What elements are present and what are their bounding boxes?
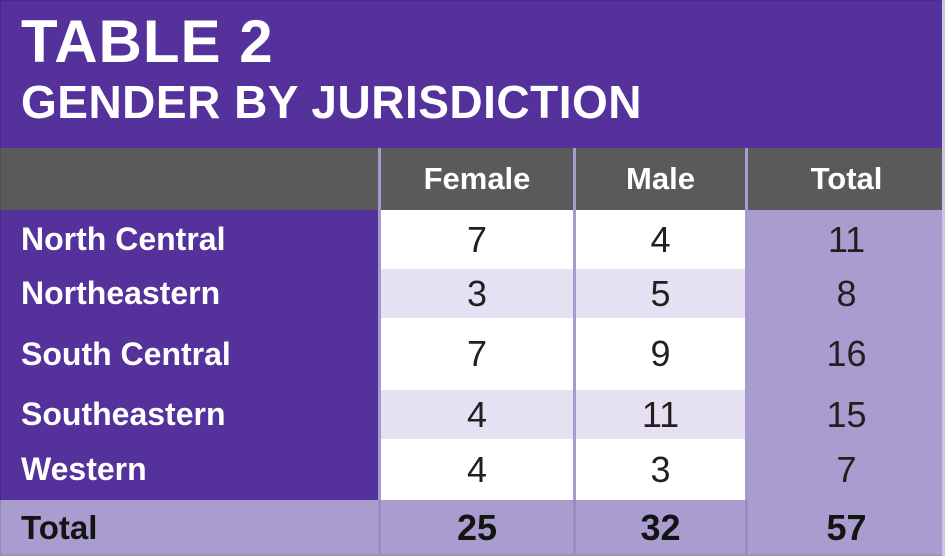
cell-northeastern-male: 5: [573, 269, 745, 318]
figure-title: TABLE 2: [21, 8, 274, 75]
footer-label-total: Total: [0, 500, 378, 556]
corner-header-cell: [0, 148, 378, 210]
cell-north-central-female: 7: [378, 210, 573, 269]
footer-total-female: 25: [378, 500, 573, 556]
cell-southeastern-male: 11: [573, 390, 745, 439]
cell-north-central-total: 11: [745, 210, 945, 269]
row-label-northeastern: Northeastern: [0, 269, 378, 318]
figure-subtitle: GENDER BY JURISDICTION: [21, 76, 643, 128]
col-header-female: Female: [378, 148, 573, 210]
cell-south-central-female: 7: [378, 318, 573, 390]
cell-north-central-male: 4: [573, 210, 745, 269]
title-banner: TABLE 2 GENDER BY JURISDICTION: [0, 0, 945, 148]
cell-southeastern-total: 15: [745, 390, 945, 439]
row-label-south-central: South Central: [0, 318, 378, 390]
cell-western-total: 7: [745, 439, 945, 500]
cell-western-male: 3: [573, 439, 745, 500]
col-header-total: Total: [745, 148, 945, 210]
footer-total-male: 32: [573, 500, 745, 556]
cell-northeastern-female: 3: [378, 269, 573, 318]
cell-northeastern-total: 8: [745, 269, 945, 318]
gender-by-jurisdiction-table: Female Male Total North Central 7 4 11 N…: [0, 148, 945, 556]
row-label-western: Western: [0, 439, 378, 500]
col-header-male: Male: [573, 148, 745, 210]
row-label-southeastern: Southeastern: [0, 390, 378, 439]
cell-western-female: 4: [378, 439, 573, 500]
cell-southeastern-female: 4: [378, 390, 573, 439]
row-label-north-central: North Central: [0, 210, 378, 269]
cell-south-central-male: 9: [573, 318, 745, 390]
cell-south-central-total: 16: [745, 318, 945, 390]
footer-total-total: 57: [745, 500, 945, 556]
